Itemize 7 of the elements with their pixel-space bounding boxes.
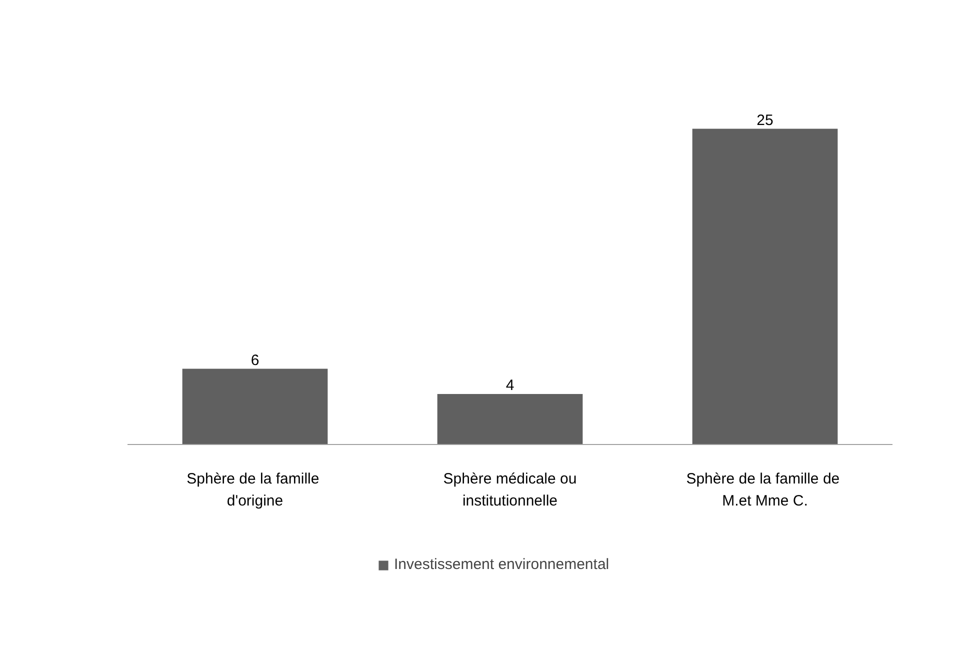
data-label: 6 xyxy=(250,352,260,369)
x-tick-label: Sphère médicale ou institutionnelle xyxy=(443,470,577,510)
data-label: 4 xyxy=(506,377,514,394)
x-tick-label: Sphère de la famille de M.et Mme C. xyxy=(686,470,840,510)
data-label: 25 xyxy=(756,112,774,129)
legend-label: Investissement environnemental xyxy=(394,556,610,573)
x-tick-label: Sphère de la famille d'origine xyxy=(186,470,320,510)
